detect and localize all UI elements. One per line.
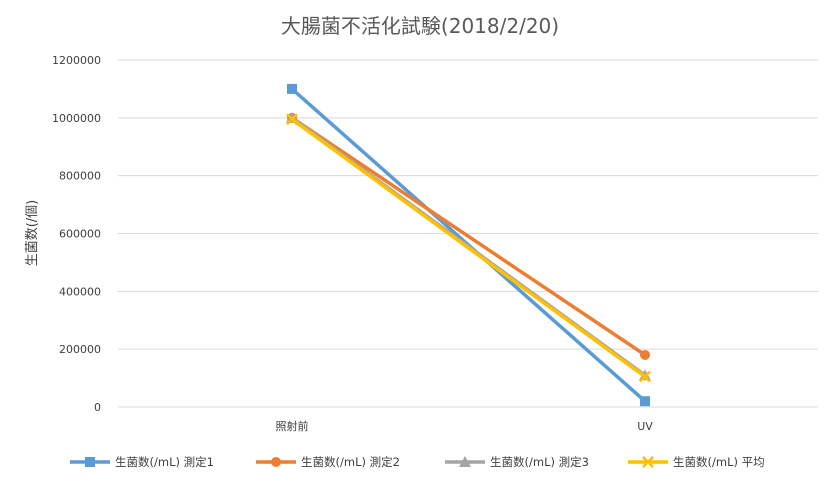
y-tick-label: 600000 [59,228,101,241]
y-axis-label: 生菌数(/個) [25,200,40,267]
data-point [640,349,650,360]
data-point [286,113,298,126]
y-tick-label: 200000 [59,343,101,356]
legend-label: 生菌数(/mL) 平均 [673,455,765,469]
x-tick-label: 照射前 [276,419,309,433]
y-tick-label: 0 [94,401,101,414]
legend-item: 生菌数(/mL) 測定3 [445,455,589,469]
series-line [290,117,647,379]
y-tick-label: 1000000 [52,112,101,125]
data-point [640,396,650,407]
series-group [286,83,651,407]
y-tick-label: 800000 [59,170,101,183]
legend: 生菌数(/mL) 測定1 生菌数(/mL) 測定2 生菌数(/mL) 測定3 生菌数(… [70,455,765,469]
legend-marker [459,456,471,467]
legend-marker [85,457,95,467]
y-axis-ticks: 0 200000 400000 600000 800000 1000000 1200000 [52,54,101,414]
y-tick-label: 400000 [59,285,101,298]
series-2 [287,112,650,360]
chart-title: 大腸菌不活化試験(2018/2/20) [281,14,559,38]
legend-marker [642,456,654,468]
legend-label: 生菌数(/mL) 測定1 [115,455,214,469]
x-axis-ticks: 照射前 UV [276,419,654,433]
data-point [639,370,651,383]
legend-marker [271,457,281,467]
y-tick-label: 1200000 [52,54,101,67]
series-line [291,116,646,357]
data-point [287,83,297,94]
x-tick-label: UV [637,420,653,433]
legend-item: 生菌数(/mL) 測定2 [256,455,400,469]
gridlines [118,59,818,408]
legend-item: 生菌数(/mL) 平均 [628,455,765,469]
series-4 [286,113,651,383]
legend-item: 生菌数(/mL) 測定1 [70,455,214,469]
legend-label: 生菌数(/mL) 測定3 [490,455,589,469]
legend-label: 生菌数(/mL) 測定2 [301,455,400,469]
